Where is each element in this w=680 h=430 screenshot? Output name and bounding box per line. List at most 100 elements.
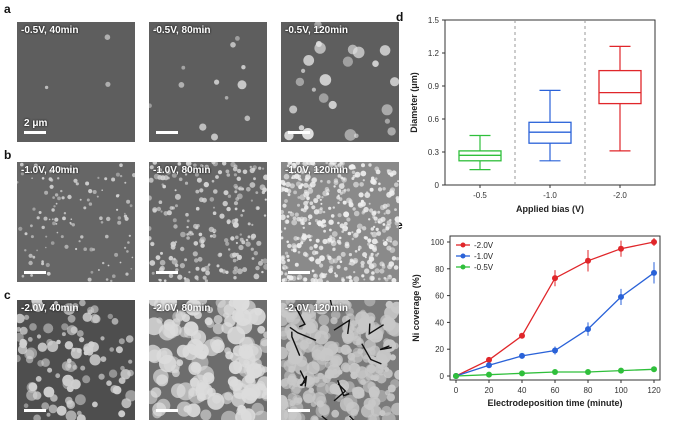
- sem-particle: [166, 210, 172, 216]
- sem-crack: [368, 323, 384, 336]
- sem-particle: [304, 191, 310, 196]
- sem-particle: [56, 339, 61, 345]
- sem-particle: [361, 163, 365, 168]
- sem-particle: [389, 172, 394, 177]
- panel-label-a: a: [4, 2, 11, 16]
- sem-particle: [41, 358, 50, 367]
- sem-particle: [161, 350, 168, 357]
- sem-particle: [354, 171, 361, 178]
- sem-particle: [348, 275, 352, 280]
- sem-particle: [76, 414, 86, 420]
- sem-particle: [171, 258, 178, 265]
- sem-particle: [350, 164, 356, 170]
- sem-particle: [375, 169, 381, 175]
- sem-particle: [281, 230, 283, 233]
- sem-particle: [300, 167, 306, 173]
- sem-particle: [264, 198, 267, 201]
- sem-particle: [149, 103, 152, 108]
- sem-particle: [304, 205, 309, 210]
- sem-particle: [186, 233, 189, 236]
- sem-particle: [157, 168, 162, 173]
- sem-particle: [382, 239, 385, 242]
- sem-particle: [184, 258, 188, 262]
- sem-particle: [329, 162, 334, 165]
- sem-particle: [341, 230, 344, 233]
- sem-particle: [198, 232, 203, 237]
- sem-particle: [323, 229, 326, 233]
- sem-particle: [298, 185, 303, 190]
- sem-particle: [319, 263, 324, 268]
- sem-particle: [119, 261, 122, 264]
- sem-caption: -0.5V, 40min: [21, 25, 79, 36]
- sem-particle: [322, 374, 331, 384]
- sem-crack: [329, 300, 333, 308]
- sem-particle: [347, 44, 358, 55]
- sem-particle: [308, 387, 314, 393]
- sem-particle: [340, 169, 343, 173]
- sem-particle: [304, 253, 309, 258]
- sem-particle: [244, 343, 263, 362]
- sem-particle: [75, 182, 79, 186]
- sem-particle: [253, 177, 256, 181]
- sem-particle: [176, 359, 184, 367]
- sem-particle: [149, 195, 152, 201]
- sem-particle: [87, 277, 92, 282]
- sem-particle: [343, 211, 350, 218]
- sem-particle: [303, 182, 309, 188]
- sem-particle: [315, 41, 322, 47]
- sem-particle: [286, 327, 301, 342]
- sem-particle: [150, 241, 155, 247]
- sem-particle: [23, 403, 29, 408]
- sem-particle: [35, 376, 42, 382]
- sem-particle: [47, 340, 59, 352]
- data-point: [585, 257, 591, 264]
- sem-particle: [340, 251, 346, 257]
- sem-particle: [238, 244, 244, 251]
- sem-particle: [362, 252, 368, 258]
- sem-particle: [375, 253, 379, 257]
- sem-particle: [185, 300, 202, 316]
- sem-particle: [200, 409, 212, 420]
- sem-particle: [57, 177, 60, 180]
- sem-particle: [149, 165, 154, 170]
- sem-particle: [345, 276, 349, 279]
- sem-particle: [214, 79, 220, 85]
- legend-label: -1.0V: [474, 252, 494, 261]
- sem-particle: [124, 181, 127, 184]
- sem-particle: [83, 247, 87, 251]
- sem-particle: [46, 412, 51, 417]
- sem-particle: [49, 169, 53, 173]
- sem-image-a1: -0.5V, 40min 2 μm: [17, 22, 135, 142]
- scale-bar: [156, 131, 178, 134]
- sem-particle: [44, 85, 49, 90]
- sem-particle: [66, 325, 77, 336]
- sem-image-b3: -1.0V, 120min: [281, 162, 399, 282]
- sem-particle: [36, 334, 42, 339]
- sem-particle: [356, 370, 371, 384]
- sem-particle: [191, 233, 194, 236]
- sem-particle: [200, 243, 205, 248]
- sem-particle: [343, 381, 355, 393]
- sem-particle: [83, 206, 87, 210]
- sem-particle: [351, 170, 356, 174]
- sem-particle: [301, 328, 307, 335]
- sem-caption: -2.0V, 80min: [153, 303, 211, 314]
- sem-particle: [313, 243, 318, 249]
- sem-particle: [217, 170, 223, 175]
- sem-particle: [213, 315, 223, 324]
- sem-particle: [384, 240, 387, 244]
- sem-crack: [361, 343, 382, 365]
- y-tick-label: 20: [435, 345, 444, 354]
- sem-particle: [391, 256, 397, 261]
- sem-particle: [32, 391, 42, 400]
- sem-particle: [262, 258, 267, 264]
- sem-particle: [196, 177, 202, 183]
- sem-particle: [193, 343, 209, 359]
- sem-particle: [104, 177, 108, 181]
- sem-particle: [233, 388, 244, 399]
- sem-particle: [369, 187, 374, 192]
- sem-crack: [333, 383, 347, 402]
- sem-particle: [397, 180, 399, 183]
- sem-particle: [106, 380, 112, 386]
- sem-particle: [233, 266, 238, 271]
